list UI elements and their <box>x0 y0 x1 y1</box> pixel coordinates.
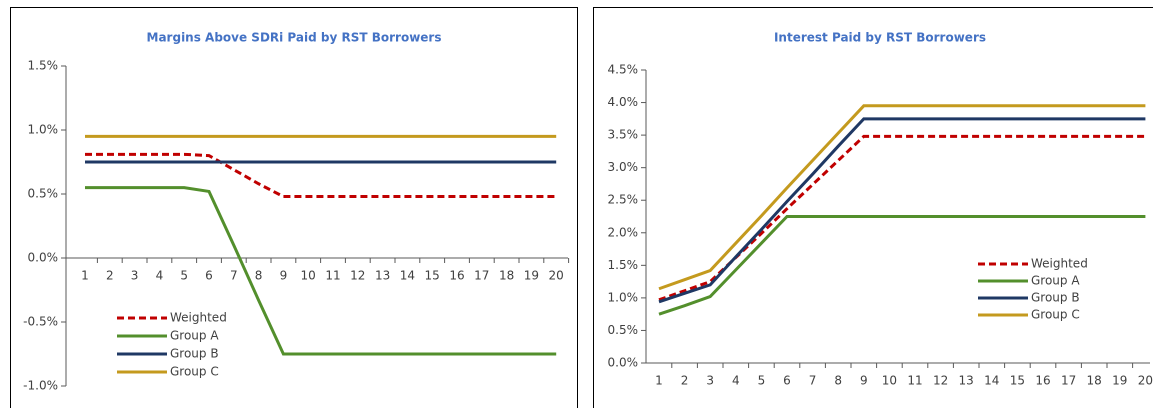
x-tick-label: 4 <box>732 374 740 388</box>
series-line <box>658 117 1146 304</box>
panel-border <box>10 7 578 408</box>
x-tick-label: 1 <box>655 374 663 388</box>
x-tick-label: 5 <box>758 374 766 388</box>
x-tick-label: 18 <box>1087 374 1102 388</box>
x-tick-label: 20 <box>549 269 564 283</box>
x-tick-label: 3 <box>706 374 714 388</box>
x-tick-label: 8 <box>255 269 263 283</box>
x-tick-label: 5 <box>180 269 188 283</box>
y-tick-label: 1.0% <box>608 290 639 304</box>
y-tick-label: 1.0% <box>28 123 59 137</box>
y-tick-label: -1.0% <box>23 379 58 393</box>
chart-title: Margins Above SDRi Paid by RST Borrowers <box>147 31 442 45</box>
panel-border <box>593 7 1153 408</box>
legend-label: Group C <box>170 365 219 379</box>
x-tick-label: 4 <box>156 269 164 283</box>
chart-title: Interest Paid by RST Borrowers <box>774 31 986 45</box>
x-tick-label: 14 <box>400 269 415 283</box>
series-line <box>658 104 1146 291</box>
x-tick-label: 19 <box>1112 374 1127 388</box>
x-tick-label: 9 <box>860 374 868 388</box>
x-tick-label: 6 <box>783 374 791 388</box>
x-tick-label: 7 <box>809 374 817 388</box>
y-tick-label: 1.5% <box>28 59 59 73</box>
legend-label: Group B <box>1031 291 1080 305</box>
legend-label: Group C <box>1031 308 1080 322</box>
y-tick-label: 3.5% <box>608 128 639 142</box>
x-tick-label: 10 <box>882 374 897 388</box>
x-tick-label: 13 <box>375 269 390 283</box>
x-tick-label: 20 <box>1138 374 1153 388</box>
x-tick-label: 8 <box>834 374 842 388</box>
x-tick-label: 17 <box>1061 374 1076 388</box>
x-tick-label: 9 <box>280 269 288 283</box>
x-tick-label: 19 <box>524 269 539 283</box>
x-tick-label: 7 <box>230 269 238 283</box>
x-tick-label: 3 <box>131 269 139 283</box>
y-tick-label: 0.5% <box>608 323 639 337</box>
x-tick-label: 14 <box>984 374 999 388</box>
x-tick-label: 12 <box>933 374 948 388</box>
x-tick-label: 2 <box>106 269 114 283</box>
x-tick-label: 6 <box>205 269 213 283</box>
x-tick-label: 18 <box>499 269 514 283</box>
series-line <box>658 215 1146 316</box>
x-tick-label: 11 <box>325 269 340 283</box>
x-tick-label: 12 <box>350 269 365 283</box>
x-tick-label: 1 <box>81 269 89 283</box>
x-tick-label: 16 <box>449 269 464 283</box>
legend-label: Group B <box>170 347 219 361</box>
x-tick-label: 16 <box>1035 374 1050 388</box>
y-tick-label: 0.5% <box>28 187 59 201</box>
series-line <box>85 186 557 356</box>
y-tick-label: 0.0% <box>608 356 639 370</box>
legend-label: Group A <box>1031 274 1080 288</box>
y-tick-label: 0.0% <box>28 251 59 265</box>
y-tick-label: 1.5% <box>608 258 639 272</box>
x-tick-label: 11 <box>907 374 922 388</box>
series-line <box>85 152 557 199</box>
x-tick-label: 13 <box>959 374 974 388</box>
y-tick-label: 4.5% <box>608 63 639 77</box>
x-tick-label: 15 <box>1010 374 1025 388</box>
x-tick-label: 17 <box>474 269 489 283</box>
y-tick-label: 4.0% <box>608 95 639 109</box>
x-tick-label: 10 <box>301 269 316 283</box>
x-tick-label: 15 <box>425 269 440 283</box>
x-tick-label: 2 <box>681 374 689 388</box>
y-tick-label: 2.0% <box>608 225 639 239</box>
legend-label: Weighted <box>170 311 227 325</box>
y-tick-label: 2.5% <box>608 193 639 207</box>
legend-label: Group A <box>170 329 219 343</box>
legend-label: Weighted <box>1031 257 1088 271</box>
y-tick-label: -0.5% <box>23 315 58 329</box>
y-tick-label: 3.0% <box>608 160 639 174</box>
series-line <box>658 134 1146 302</box>
